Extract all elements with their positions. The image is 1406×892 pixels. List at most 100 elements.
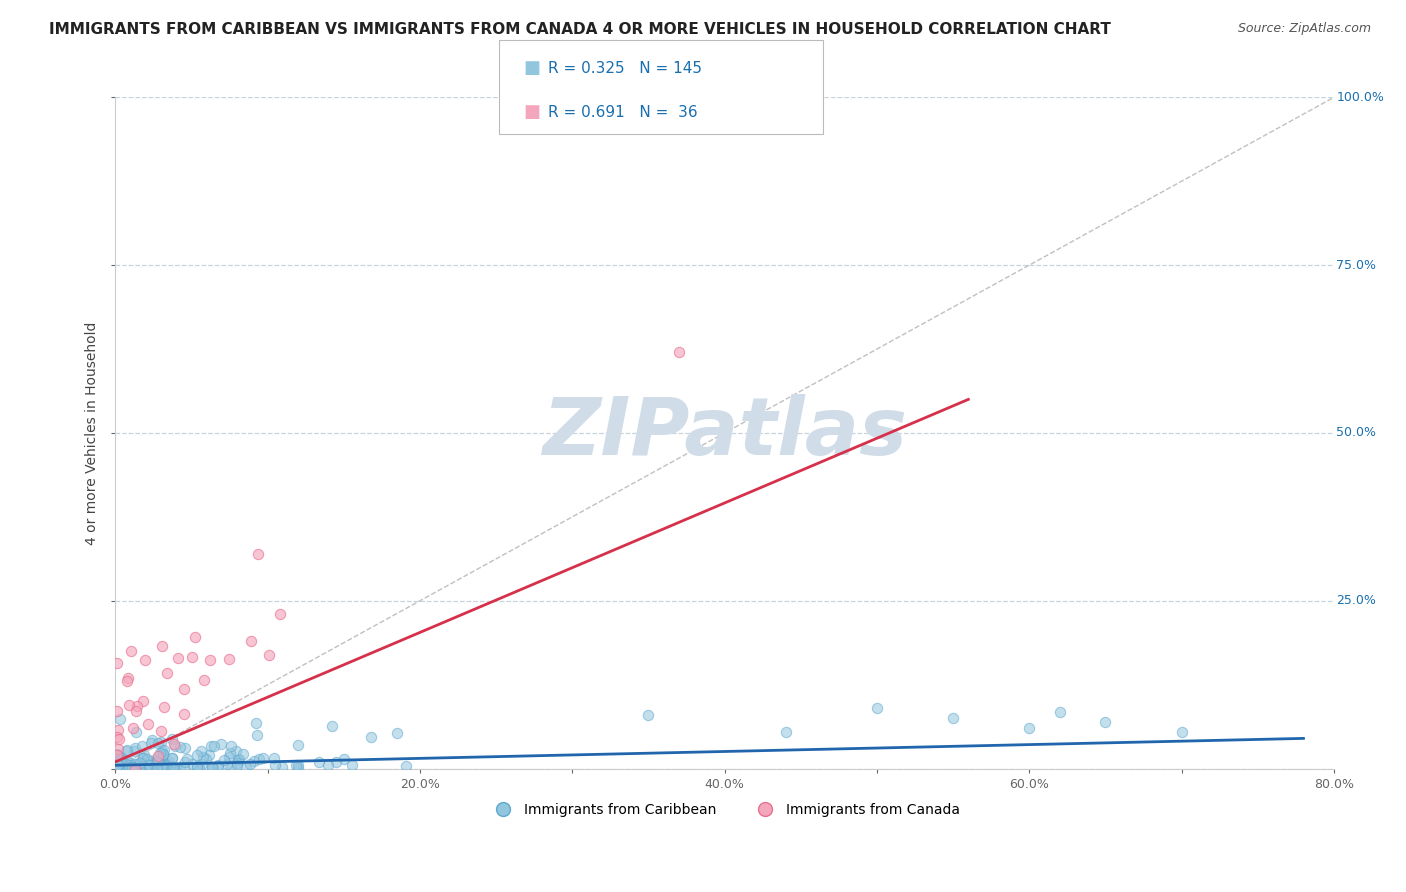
Point (153, 761, 176, 775)
Point (238, 757, 260, 772)
Point (153, 759, 176, 773)
Point (191, 757, 214, 772)
Point (132, 694, 155, 708)
Point (252, 751, 274, 765)
Point (105, 656, 128, 670)
Point (111, 761, 134, 775)
Point (128, 756, 150, 770)
Point (125, 725, 148, 739)
Point (942, 711, 965, 725)
Point (108, 731, 131, 746)
Point (148, 748, 170, 763)
Text: 100.0%: 100.0% (1336, 91, 1385, 103)
Point (150, 735, 173, 749)
Point (173, 760, 195, 774)
Point (110, 712, 132, 726)
Point (198, 653, 221, 667)
Point (152, 747, 174, 762)
Point (207, 758, 229, 772)
Point (160, 751, 183, 765)
Point (121, 643, 143, 657)
Point (125, 699, 148, 714)
Point (225, 758, 247, 772)
Point (191, 750, 214, 764)
Point (173, 682, 195, 697)
Point (115, 756, 138, 771)
Point (200, 739, 222, 753)
Point (131, 739, 153, 753)
Point (325, 756, 347, 770)
Legend: Immigrants from Caribbean, Immigrants from Canada: Immigrants from Caribbean, Immigrants fr… (484, 797, 966, 822)
Point (105, 730, 128, 744)
Point (139, 754, 162, 768)
Point (146, 736, 169, 750)
Point (263, 757, 285, 772)
Point (221, 739, 243, 754)
Point (105, 747, 128, 762)
Point (668, 345, 690, 359)
Point (138, 757, 160, 772)
Point (195, 752, 218, 766)
Point (163, 737, 186, 751)
Point (225, 744, 247, 758)
Point (134, 760, 156, 774)
Point (160, 760, 183, 774)
Point (121, 761, 143, 775)
Point (145, 752, 167, 766)
Point (1049, 705, 1071, 719)
Point (157, 760, 180, 774)
Point (134, 653, 156, 667)
Point (207, 759, 229, 773)
Point (169, 760, 191, 774)
Point (124, 704, 146, 718)
Point (149, 723, 172, 738)
Point (167, 651, 190, 665)
Point (186, 759, 208, 773)
Point (152, 750, 174, 764)
Point (108, 753, 131, 767)
Point (169, 740, 191, 755)
Text: Source: ZipAtlas.com: Source: ZipAtlas.com (1237, 22, 1371, 36)
Point (186, 748, 208, 763)
Point (188, 761, 211, 775)
Point (284, 758, 307, 772)
Y-axis label: 4 or more Vehicles in Household: 4 or more Vehicles in Household (86, 321, 100, 545)
Point (121, 760, 143, 774)
Text: R = 0.691   N =  36: R = 0.691 N = 36 (548, 105, 697, 120)
Point (136, 752, 159, 766)
Point (132, 751, 155, 765)
Point (124, 757, 146, 772)
Point (132, 751, 155, 765)
Point (149, 747, 172, 761)
Point (156, 756, 179, 771)
Point (105, 747, 128, 761)
Point (180, 756, 202, 771)
Point (385, 726, 408, 740)
Point (124, 761, 146, 775)
Point (139, 756, 162, 770)
Point (198, 747, 221, 762)
Point (263, 751, 285, 765)
Text: ■: ■ (523, 60, 540, 78)
Point (155, 757, 177, 772)
Point (201, 760, 224, 774)
Point (146, 755, 169, 769)
Point (247, 752, 270, 766)
Point (162, 761, 184, 775)
Point (287, 738, 309, 752)
Text: ■: ■ (523, 103, 540, 121)
Point (165, 761, 187, 775)
Point (149, 760, 172, 774)
Point (202, 761, 225, 775)
Point (209, 737, 232, 751)
Point (114, 760, 136, 774)
Point (145, 756, 167, 770)
Point (259, 648, 281, 662)
Point (152, 747, 174, 761)
Point (120, 756, 142, 770)
Point (240, 633, 263, 648)
Point (157, 754, 180, 768)
Point (193, 673, 215, 688)
Point (163, 739, 186, 753)
Point (174, 741, 197, 756)
